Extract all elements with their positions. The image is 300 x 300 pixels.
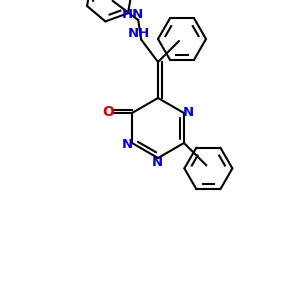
Text: O: O bbox=[102, 105, 114, 119]
Text: NH: NH bbox=[128, 27, 150, 40]
Text: N: N bbox=[152, 157, 163, 169]
Text: N: N bbox=[182, 106, 194, 119]
Text: HN: HN bbox=[122, 8, 144, 20]
Text: N: N bbox=[122, 137, 133, 151]
